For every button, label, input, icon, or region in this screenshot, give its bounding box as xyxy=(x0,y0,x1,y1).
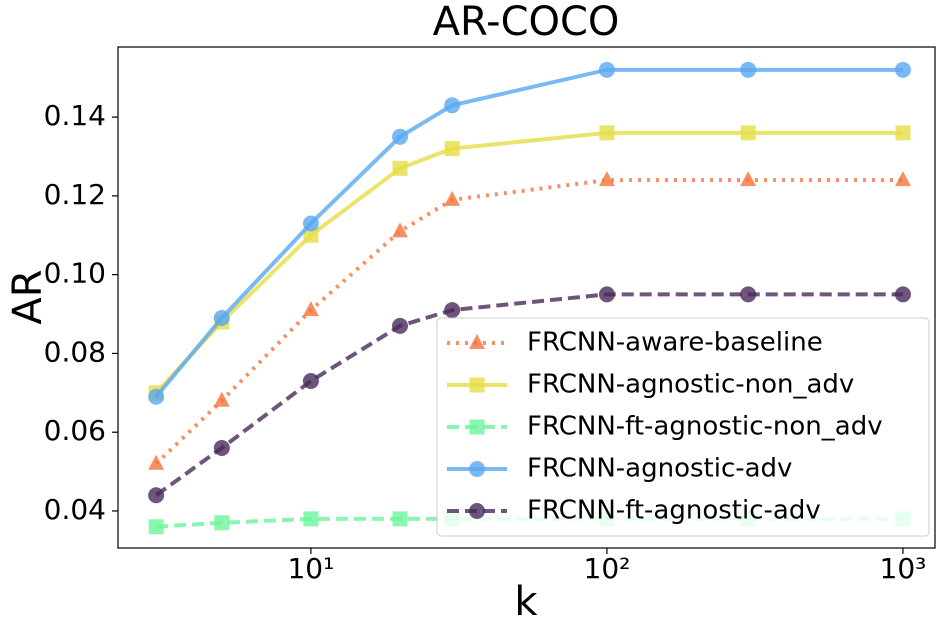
marker xyxy=(469,419,485,435)
marker xyxy=(392,160,408,176)
marker xyxy=(469,334,485,349)
marker xyxy=(148,519,164,535)
y-tick-label: 0.10 xyxy=(44,257,106,290)
marker xyxy=(213,309,230,326)
marker xyxy=(213,391,230,407)
marker xyxy=(894,61,911,78)
y-axis-label: AR xyxy=(5,269,51,324)
series-line xyxy=(154,292,903,497)
legend-label: FRCNN-agnostic-non_adv xyxy=(527,370,854,400)
series-line xyxy=(154,130,903,395)
marker xyxy=(303,511,319,527)
marker xyxy=(214,515,230,531)
marker xyxy=(740,61,757,78)
marker xyxy=(302,215,319,232)
marker xyxy=(894,171,911,187)
x-tick-label: 10¹ xyxy=(287,552,334,585)
marker xyxy=(444,190,461,206)
marker xyxy=(895,125,911,141)
series-line xyxy=(154,67,903,399)
marker xyxy=(302,301,319,317)
y-tick-label: 0.08 xyxy=(44,335,106,368)
marker xyxy=(598,61,615,78)
marker xyxy=(392,511,408,527)
marker xyxy=(148,454,165,470)
marker xyxy=(392,222,409,238)
marker xyxy=(148,388,165,405)
marker xyxy=(598,286,615,303)
legend-box xyxy=(436,317,930,537)
legend: FRCNN-aware-baseline FRCNN-agnostic-non_a… xyxy=(436,317,930,537)
marker xyxy=(469,461,485,477)
y-tick-label: 0.14 xyxy=(44,99,106,132)
legend-label: FRCNN-aware-baseline xyxy=(527,328,823,358)
legend-label: FRCNN-agnostic-adv xyxy=(527,454,792,484)
marker xyxy=(303,227,319,243)
marker xyxy=(599,125,615,141)
legend-label: FRCNN-ft-agnostic-non_adv xyxy=(527,412,883,442)
y-tick-label: 0.06 xyxy=(44,414,106,447)
marker xyxy=(598,171,615,187)
marker xyxy=(894,286,911,303)
x-axis-label: k xyxy=(514,579,538,625)
marker xyxy=(213,439,230,456)
marker xyxy=(740,286,757,303)
marker xyxy=(148,487,165,504)
marker xyxy=(444,302,461,319)
marker xyxy=(740,171,757,187)
marker xyxy=(469,377,485,393)
marker xyxy=(444,97,461,114)
marker xyxy=(392,317,409,334)
chart-title: AR-COCO xyxy=(433,0,620,45)
y-tick-label: 0.12 xyxy=(44,178,106,211)
plot-frame xyxy=(117,46,936,549)
marker xyxy=(469,503,485,519)
marker xyxy=(302,373,319,389)
marker xyxy=(740,125,756,141)
legend-label: FRCNN-ft-agnostic-adv xyxy=(527,496,821,526)
y-tick-label: 0.04 xyxy=(44,493,106,526)
x-tick-label: 10² xyxy=(584,552,631,585)
marker xyxy=(444,141,460,157)
marker xyxy=(392,128,409,145)
x-tick-label: 10³ xyxy=(880,552,927,585)
